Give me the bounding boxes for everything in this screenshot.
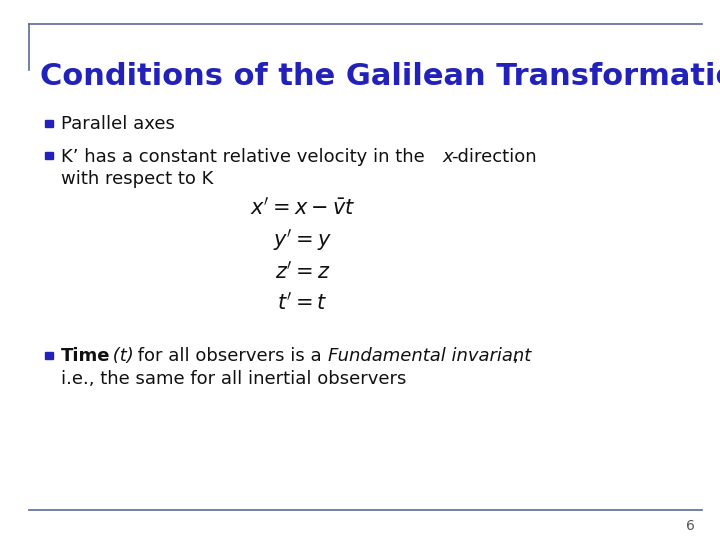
Text: Fundamental invariant: Fundamental invariant — [328, 347, 531, 366]
Text: with respect to K: with respect to K — [61, 170, 214, 188]
Text: Parallel axes: Parallel axes — [61, 115, 175, 133]
Text: i.e., the same for all inertial observers: i.e., the same for all inertial observer… — [61, 370, 407, 388]
Text: -direction: -direction — [451, 147, 537, 166]
Bar — [45, 120, 53, 127]
Text: K’ has a constant relative velocity in the: K’ has a constant relative velocity in t… — [61, 147, 431, 166]
Text: 6: 6 — [686, 519, 695, 534]
Bar — [45, 152, 53, 159]
Text: $x' = x - \bar{v}t$: $x' = x - \bar{v}t$ — [250, 197, 355, 219]
Text: $z' = z$: $z' = z$ — [274, 260, 330, 282]
Text: Conditions of the Galilean Transformation: Conditions of the Galilean Transformatio… — [40, 62, 720, 91]
Text: $t' = t$: $t' = t$ — [277, 292, 328, 313]
Bar — [45, 352, 53, 359]
Text: x: x — [443, 147, 454, 166]
Text: for all observers is a: for all observers is a — [132, 347, 327, 366]
Text: $y' = y$: $y' = y$ — [273, 227, 332, 253]
Text: Time: Time — [61, 347, 111, 366]
Text: ,: , — [513, 347, 518, 366]
Text: (t): (t) — [107, 347, 133, 366]
